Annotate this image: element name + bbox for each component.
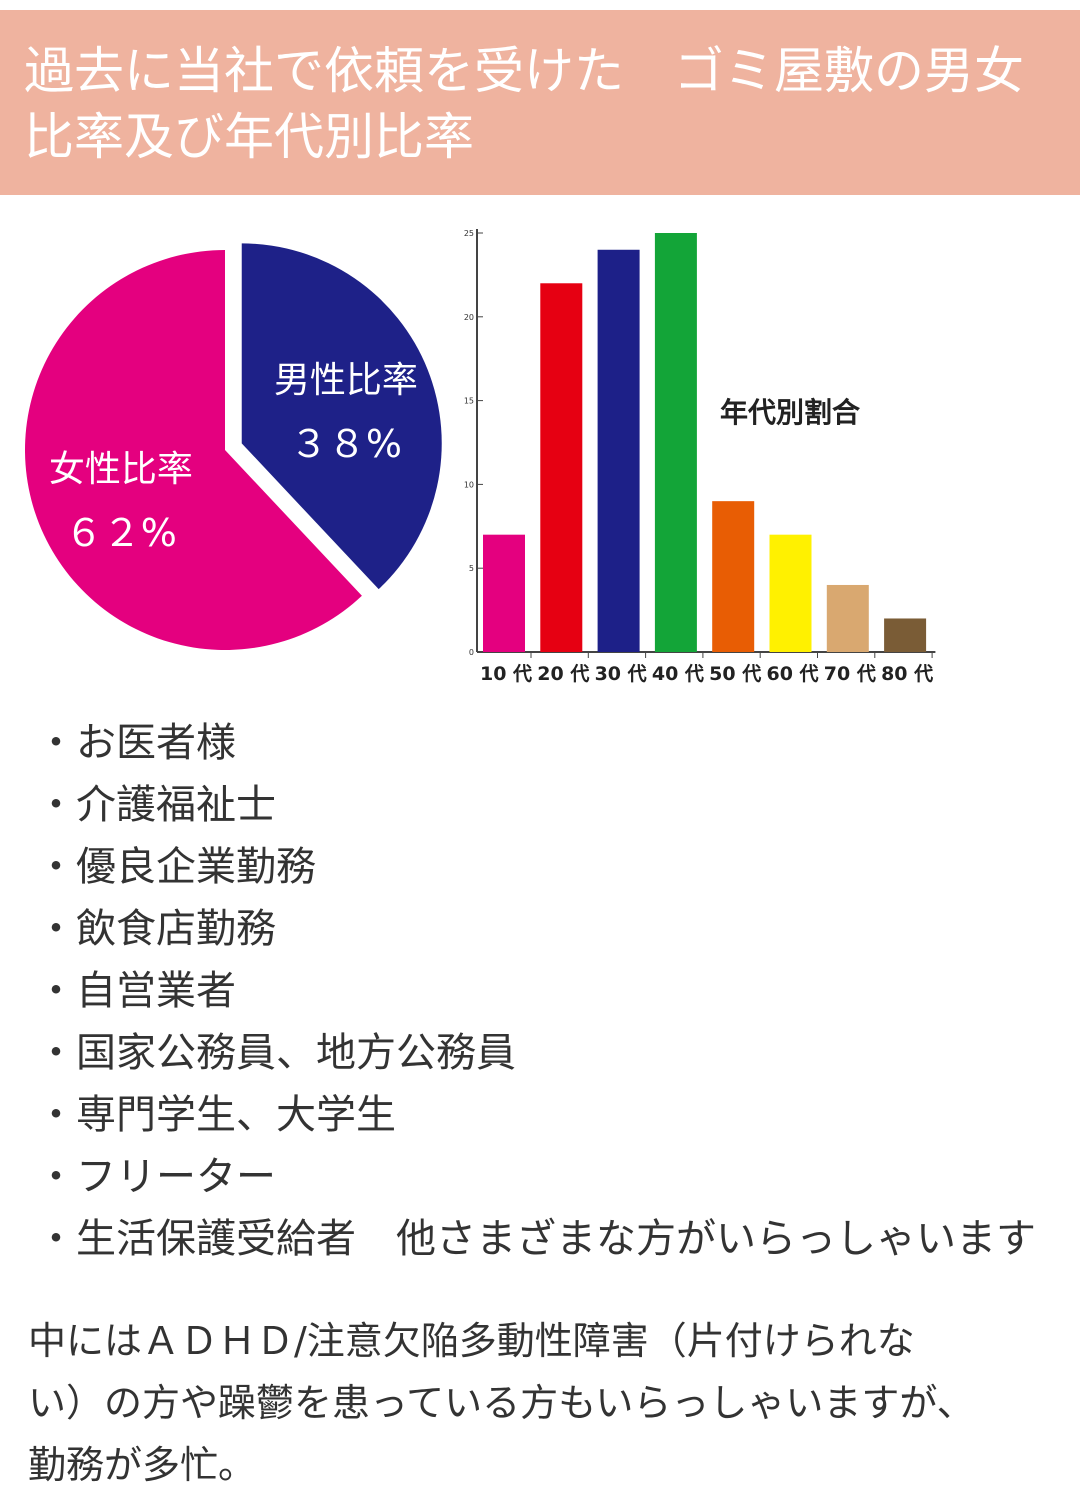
bar [769,534,812,652]
pie-slice-label: 女性比率 [49,449,193,490]
x-tick-label: 80 代 [881,663,933,685]
x-tick-label: 20 代 [537,663,589,685]
x-tick-label: 70 代 [824,663,876,685]
bar [712,501,755,652]
bar [654,233,697,652]
y-tick-label: 25 [464,229,474,238]
pie-slice-label: 男性比率 [274,360,418,401]
list-item: 国家公務員、地方公務員 [36,1022,1066,1084]
note-line-1: 中にはＡＤＨＤ/注意欠陥多動性障害（片付けられな [28,1319,915,1363]
title-line-2: 比率及び年代別比率 [24,108,474,166]
title-banner: 過去に当社で依頼を受けた ゴミ屋敷の男女 比率及び年代別比率 [0,10,1080,195]
list-item: お医者様 [36,712,1066,774]
list-item: 自営業者 [36,960,1066,1022]
bar [826,584,869,652]
bar [597,249,640,652]
pie-slice [24,250,362,650]
age-bar-chart: 0 5 10 15 20 25 10 代 20 代 30 代 40 代 50 代 60 代 70 代 80… [464,229,936,685]
bar [884,618,927,652]
bar [540,283,583,652]
x-tick-label: 30 代 [595,663,647,685]
note-line-2: い）の方や躁鬱を患っている方もいらっしゃいますが、 [28,1381,975,1425]
pie-slice [241,243,442,590]
y-tick-label: 0 [469,648,474,657]
charts-area: 男性比率 ３８% 女性比率 ６２% 0 5 10 15 20 25 10 代 20 代 30 代 40 … [0,210,1080,690]
y-tick-label: 20 [464,313,474,322]
title-line-1: 過去に当社で依頼を受けた ゴミ屋敷の男女 [24,42,1024,100]
y-tick-label: 10 [464,480,474,489]
x-tick-label: 40 代 [652,663,704,685]
x-tick-label: 60 代 [766,663,818,685]
y-tick-label: 15 [464,397,474,406]
bar-chart-title: 年代別割合 [720,396,861,429]
list-item: 専門学生、大学生 [36,1084,1066,1146]
list-item: 飲食店勤務 [36,898,1066,960]
occupation-list: お医者様 介護福祉士 優良企業勤務 飲食店勤務 自営業者 国家公務員、地方公務員… [36,712,1066,1270]
list-item: 優良企業勤務 [36,836,1066,898]
bar [483,534,525,652]
y-tick-label: 5 [469,564,474,573]
pie-slice-value: ６２% [65,511,177,555]
x-tick-label: 10 代 [480,663,532,685]
pie-slice-value: ３８% [290,422,402,466]
list-item: フリーター [36,1146,1066,1208]
list-item: 介護福祉士 [36,774,1066,836]
gender-pie-chart: 男性比率 ３８% 女性比率 ６２% [24,243,442,650]
x-tick-label: 50 代 [709,663,761,685]
list-item: 生活保護受給者 他さまざまな方がいらっしゃいます [36,1208,1066,1270]
note-paragraph: 中にはＡＤＨＤ/注意欠陥多動性障害（片付けられな い）の方や躁鬱を患っている方も… [28,1310,1058,1496]
note-line-3: 勤務が多忙。 [28,1443,257,1487]
